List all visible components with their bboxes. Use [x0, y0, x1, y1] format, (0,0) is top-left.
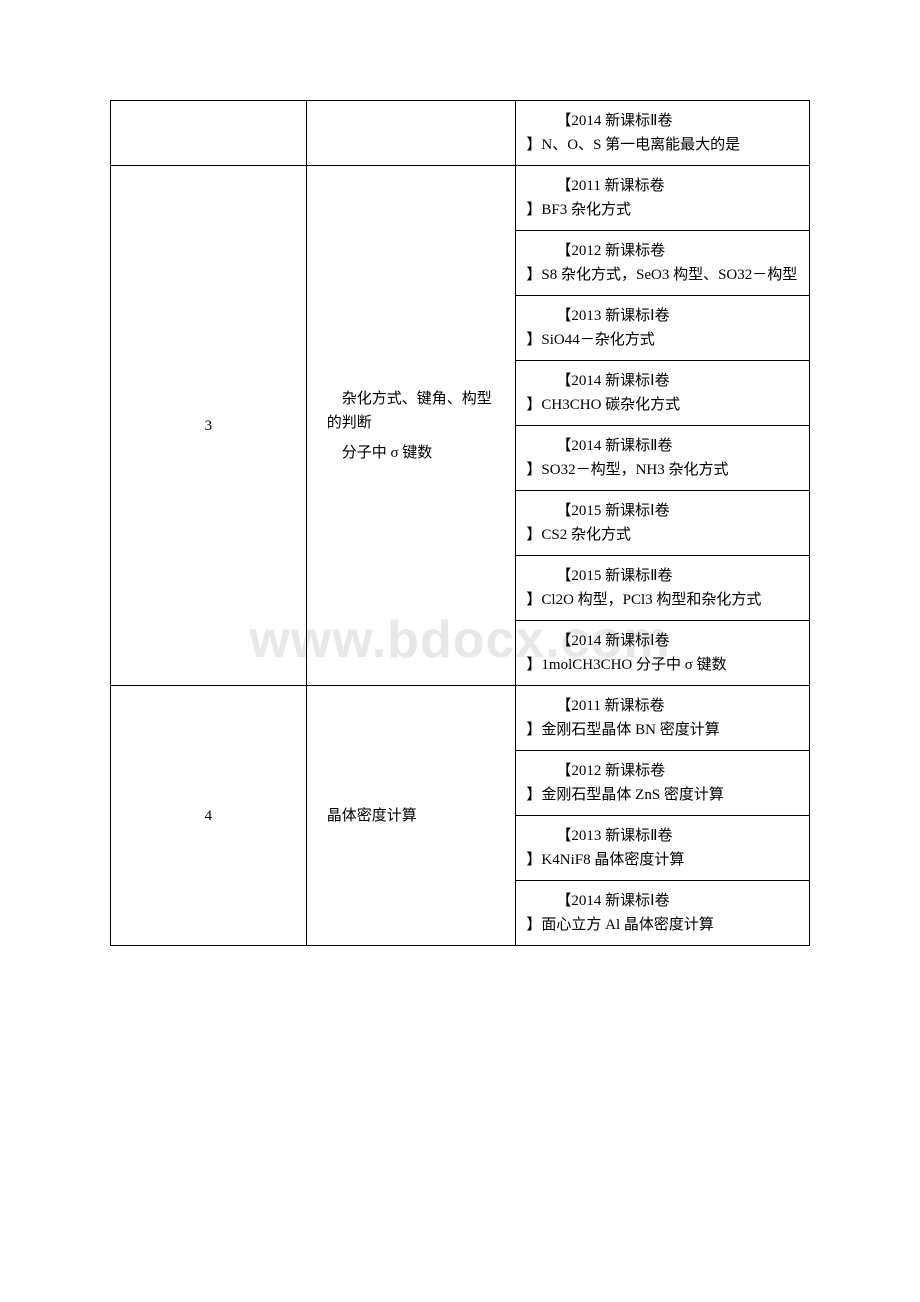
detail-rest: 】N、O、S 第一电离能最大的是	[526, 133, 799, 157]
cell-details: 【2011 新课标卷 】BF3 杂化方式	[516, 166, 810, 231]
detail-first-line: 【2013 新课标Ⅱ卷	[526, 824, 799, 848]
detail-rest: 】SiO44－杂化方式	[526, 328, 799, 352]
detail-first-line: 【2014 新课标Ⅰ卷	[526, 629, 799, 653]
detail-first-line: 【2015 新课标Ⅰ卷	[526, 499, 799, 523]
topic-line2: 分子中 σ 键数	[327, 441, 506, 465]
cell-number: 3	[111, 166, 307, 686]
detail-first-line: 【2014 新课标Ⅱ卷	[526, 109, 799, 133]
cell-topic: 晶体密度计算	[306, 686, 516, 946]
detail-rest: 】面心立方 Al 晶体密度计算	[526, 913, 799, 937]
cell-details: 【2012 新课标卷 】金刚石型晶体 ZnS 密度计算	[516, 751, 810, 816]
cell-details: 【2014 新课标Ⅱ卷 】N、O、S 第一电离能最大的是	[516, 101, 810, 166]
cell-details: 【2011 新课标卷 】金刚石型晶体 BN 密度计算	[516, 686, 810, 751]
detail-rest: 】BF3 杂化方式	[526, 198, 799, 222]
detail-first-line: 【2012 新课标卷	[526, 759, 799, 783]
topic-line1: 杂化方式、键角、构型的判断	[327, 387, 506, 435]
cell-number	[111, 101, 307, 166]
detail-rest: 】CH3CHO 碳杂化方式	[526, 393, 799, 417]
detail-rest: 】S8 杂化方式，SeO3 构型、SO32－构型	[526, 263, 799, 287]
detail-rest: 】金刚石型晶体 BN 密度计算	[526, 718, 799, 742]
detail-first-line: 【2014 新课标Ⅱ卷	[526, 434, 799, 458]
detail-first-line: 【2011 新课标卷	[526, 174, 799, 198]
cell-details: 【2014 新课标Ⅰ卷 】1molCH3CHO 分子中 σ 键数	[516, 621, 810, 686]
page-container: 【2014 新课标Ⅱ卷 】N、O、S 第一电离能最大的是 3 杂化方式、键角、构…	[0, 0, 920, 1006]
detail-first-line: 【2014 新课标Ⅰ卷	[526, 889, 799, 913]
detail-first-line: 【2012 新课标卷	[526, 239, 799, 263]
cell-details: 【2015 新课标Ⅰ卷 】CS2 杂化方式	[516, 491, 810, 556]
detail-first-line: 【2011 新课标卷	[526, 694, 799, 718]
detail-rest: 】Cl2O 构型，PCl3 构型和杂化方式	[526, 588, 799, 612]
detail-rest: 】1molCH3CHO 分子中 σ 键数	[526, 653, 799, 677]
cell-topic: 杂化方式、键角、构型的判断 分子中 σ 键数	[306, 166, 516, 686]
table-row: 4 晶体密度计算 【2011 新课标卷 】金刚石型晶体 BN 密度计算	[111, 686, 810, 751]
detail-first-line: 【2014 新课标Ⅰ卷	[526, 369, 799, 393]
table-row: 3 杂化方式、键角、构型的判断 分子中 σ 键数 【2011 新课标卷 】BF3…	[111, 166, 810, 231]
cell-details: 【2014 新课标Ⅰ卷 】面心立方 Al 晶体密度计算	[516, 881, 810, 946]
detail-first-line: 【2015 新课标Ⅱ卷	[526, 564, 799, 588]
cell-topic	[306, 101, 516, 166]
cell-details: 【2014 新课标Ⅱ卷 】SO32－构型，NH3 杂化方式	[516, 426, 810, 491]
detail-rest: 】CS2 杂化方式	[526, 523, 799, 547]
cell-details: 【2012 新课标卷 】S8 杂化方式，SeO3 构型、SO32－构型	[516, 231, 810, 296]
cell-details: 【2013 新课标Ⅱ卷 】K4NiF8 晶体密度计算	[516, 816, 810, 881]
cell-number: 4	[111, 686, 307, 946]
detail-first-line: 【2013 新课标Ⅰ卷	[526, 304, 799, 328]
detail-rest: 】金刚石型晶体 ZnS 密度计算	[526, 783, 799, 807]
cell-details: 【2014 新课标Ⅰ卷 】CH3CHO 碳杂化方式	[516, 361, 810, 426]
table-row: 【2014 新课标Ⅱ卷 】N、O、S 第一电离能最大的是	[111, 101, 810, 166]
cell-details: 【2013 新课标Ⅰ卷 】SiO44－杂化方式	[516, 296, 810, 361]
detail-rest: 】K4NiF8 晶体密度计算	[526, 848, 799, 872]
content-table: 【2014 新课标Ⅱ卷 】N、O、S 第一电离能最大的是 3 杂化方式、键角、构…	[110, 100, 810, 946]
detail-rest: 】SO32－构型，NH3 杂化方式	[526, 458, 799, 482]
cell-details: 【2015 新课标Ⅱ卷 】Cl2O 构型，PCl3 构型和杂化方式	[516, 556, 810, 621]
